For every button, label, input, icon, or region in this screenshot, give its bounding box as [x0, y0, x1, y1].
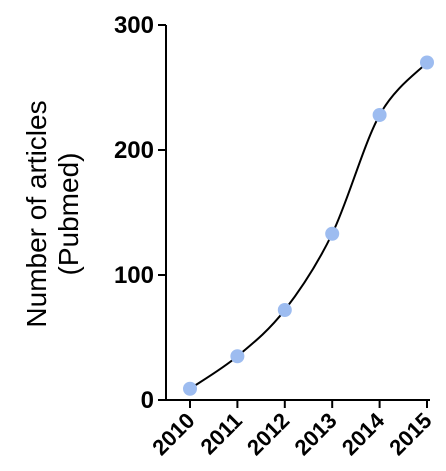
data-point-2013	[325, 226, 340, 241]
y-axis-label: Number of articles (Pubmed)	[21, 100, 84, 327]
x-tick-label: 2015	[384, 408, 436, 460]
y-axis-label-line2: (Pubmed)	[53, 153, 84, 276]
y-ticks: 0 100 200 300	[114, 12, 166, 414]
x-tick-label: 2011	[196, 408, 247, 459]
y-axis-label-line1: Number of articles	[21, 100, 52, 327]
data-points	[183, 55, 434, 396]
y-tick-label: 300	[114, 12, 154, 39]
x-tick-label: 2014	[337, 407, 390, 460]
series-line	[189, 61, 428, 390]
data-point-2014	[372, 108, 387, 122]
data-point-2012	[277, 303, 292, 317]
data-point-2011	[230, 349, 245, 364]
y-tick-label: 200	[114, 137, 154, 164]
y-tick-label: 0	[141, 387, 154, 414]
data-point-2015	[420, 55, 434, 70]
data-point-2010	[183, 381, 197, 396]
y-tick-label: 100	[114, 262, 154, 289]
x-tick-label: 2010	[147, 408, 199, 460]
x-tick-label: 2012	[242, 408, 294, 460]
x-tick-label: 2013	[289, 408, 341, 460]
